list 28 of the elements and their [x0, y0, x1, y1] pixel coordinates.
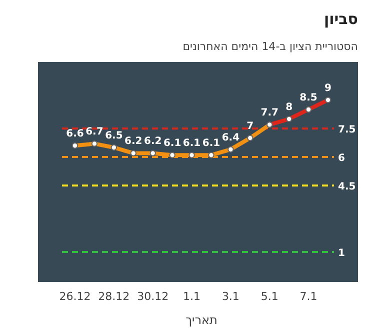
data-label: 8.5 [300, 92, 318, 104]
x-tick-label: 3.1 [222, 290, 240, 303]
ref-line-label: 7.5 [338, 124, 356, 136]
ref-line-label: 1 [338, 248, 345, 259]
data-label: 6.1 [163, 138, 182, 150]
data-label: 6.7 [86, 126, 104, 138]
data-label: 6.6 [66, 128, 84, 140]
x-tick-label: 28.12 [98, 290, 130, 303]
data-label: 7 [246, 121, 254, 132]
x-axis-title: תאריך [186, 313, 218, 327]
data-label: 8 [286, 102, 293, 113]
data-label: 6.2 [124, 136, 142, 148]
chart-title: סביון [324, 10, 358, 28]
ref-line-label: 4.5 [338, 182, 356, 192]
chart-subtitle: הסטוריית הציון ב-14 הימים האחרונים [182, 40, 358, 53]
data-label: 9 [324, 83, 332, 94]
x-tick-label: 1.1 [183, 290, 201, 303]
data-label: 6.1 [182, 138, 201, 150]
data-label: 6.4 [222, 132, 240, 144]
data-label: 6.5 [105, 130, 123, 142]
x-tick-label: 26.12 [59, 290, 91, 303]
x-tick-label: 30.12 [137, 290, 169, 303]
x-tick-label: 5.1 [260, 290, 278, 303]
data-label: 6.2 [144, 136, 162, 148]
data-label: 6.1 [202, 138, 220, 150]
x-tick-label: 7.1 [300, 290, 318, 303]
data-label: 7.7 [260, 108, 279, 119]
ref-line-label: 6 [338, 153, 345, 164]
